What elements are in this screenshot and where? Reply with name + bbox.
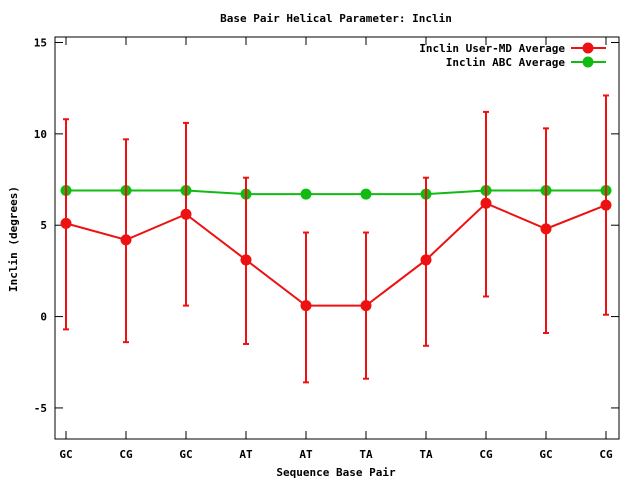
- x-tick-label: AT: [239, 448, 253, 461]
- y-tick-label: 5: [40, 219, 47, 232]
- legend-label: Inclin ABC Average: [446, 56, 566, 69]
- y-axis-label: Inclin (degrees): [7, 186, 20, 292]
- data-point: [420, 254, 432, 266]
- data-point: [600, 199, 612, 211]
- data-point: [300, 300, 312, 312]
- legend-label: Inclin User-MD Average: [419, 42, 565, 55]
- data-point: [120, 234, 132, 246]
- legend-marker: [582, 42, 594, 54]
- series-line: [66, 189, 606, 196]
- x-tick-label: CG: [119, 448, 133, 461]
- series-layer: [60, 94, 612, 384]
- chart-title: Base Pair Helical Parameter: Inclin: [220, 12, 452, 25]
- x-tick-label: CG: [599, 448, 613, 461]
- y-axis: -5 0 5 10 15: [34, 36, 619, 415]
- x-tick-label: TA: [419, 448, 433, 461]
- data-point: [480, 197, 492, 209]
- x-tick-label: GC: [539, 448, 552, 461]
- y-tick-label: 0: [40, 311, 47, 324]
- series-line: [65, 202, 607, 307]
- x-axis: GC CG GC AT AT TA TA CG GC CG: [59, 37, 613, 461]
- x-axis-label: Sequence Base Pair: [276, 466, 396, 479]
- series-0: [60, 94, 612, 384]
- y-tick-label: -5: [34, 402, 47, 415]
- data-point: [240, 254, 252, 266]
- data-point: [360, 188, 372, 200]
- series-1: [60, 184, 612, 200]
- plot-frame: [54, 36, 620, 440]
- y-tick-label: 15: [34, 36, 47, 49]
- data-point: [180, 208, 192, 220]
- x-tick-label: GC: [59, 448, 72, 461]
- data-point: [540, 223, 552, 235]
- x-tick-label: CG: [479, 448, 493, 461]
- data-point: [60, 217, 72, 229]
- legend-marker: [582, 56, 594, 68]
- data-point: [300, 188, 312, 200]
- x-tick-label: TA: [359, 448, 373, 461]
- y-tick-label: 10: [34, 128, 47, 141]
- data-point: [360, 300, 372, 312]
- x-tick-label: GC: [179, 448, 192, 461]
- x-tick-label: AT: [299, 448, 313, 461]
